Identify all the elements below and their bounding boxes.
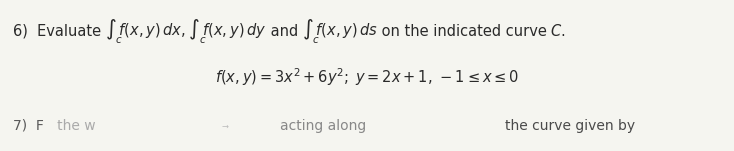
Text: $\int_c\!f(x,y)\,ds$: $\int_c\!f(x,y)\,ds$ bbox=[302, 18, 378, 46]
Text: $\int_c\!f(x,y)\,dx$,: $\int_c\!f(x,y)\,dx$, bbox=[104, 18, 185, 46]
Text: 7)  F: 7) F bbox=[13, 119, 44, 133]
Text: $f(x, y) = 3x^2 + 6y^2;\; y = 2x + 1,\,-1 \leq x \leq 0$: $f(x, y) = 3x^2 + 6y^2;\; y = 2x + 1,\,-… bbox=[215, 66, 519, 88]
Text: $\int_c\!f(x,y)\,dy$: $\int_c\!f(x,y)\,dy$ bbox=[184, 18, 266, 46]
Text: the w: the w bbox=[44, 119, 95, 133]
Text: acting along: acting along bbox=[280, 119, 366, 133]
Text: and: and bbox=[266, 24, 302, 39]
Text: $\vec{\;}$: $\vec{\;}$ bbox=[222, 119, 230, 133]
Text: $C$.: $C$. bbox=[550, 22, 565, 39]
Text: 6)  Evaluate: 6) Evaluate bbox=[13, 24, 106, 39]
Text: on the indicated curve: on the indicated curve bbox=[377, 24, 552, 39]
Text: the curve given by: the curve given by bbox=[505, 119, 635, 133]
